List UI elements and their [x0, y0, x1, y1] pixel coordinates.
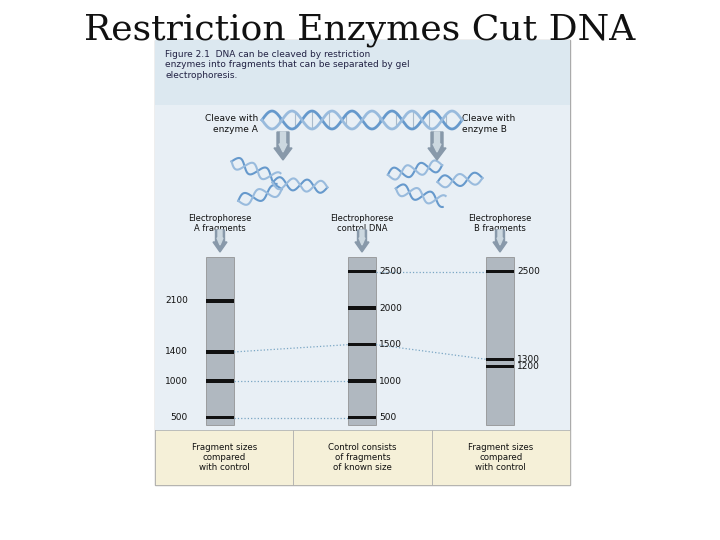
Bar [206, 299, 234, 302]
Bar [206, 380, 234, 383]
Text: Restriction Enzymes Cut DNA: Restriction Enzymes Cut DNA [84, 13, 636, 47]
Bar [206, 257, 234, 425]
Text: 1500: 1500 [379, 340, 402, 349]
FancyArrow shape [493, 230, 507, 252]
FancyArrow shape [428, 132, 446, 160]
Bar [348, 380, 376, 383]
FancyArrow shape [274, 132, 292, 160]
Bar [348, 270, 376, 273]
FancyArrow shape [497, 230, 503, 245]
Text: 1400: 1400 [165, 347, 188, 356]
FancyArrow shape [359, 230, 365, 245]
Bar [155, 105, 570, 430]
Bar [486, 257, 514, 425]
Text: 1000: 1000 [165, 377, 188, 386]
Bar [155, 40, 570, 105]
Text: Electrophorese
control DNA: Electrophorese control DNA [330, 214, 394, 233]
Bar [155, 430, 293, 485]
Text: 2500: 2500 [379, 267, 402, 276]
Bar [348, 343, 376, 346]
Text: Fragment sizes
compared
with control: Fragment sizes compared with control [192, 443, 257, 472]
Bar [155, 40, 570, 485]
Bar [348, 306, 376, 310]
FancyArrow shape [355, 230, 369, 252]
FancyArrow shape [213, 230, 227, 252]
Bar [486, 357, 514, 361]
FancyArrow shape [279, 132, 287, 152]
Bar [206, 350, 234, 354]
FancyArrow shape [217, 230, 223, 245]
Text: 2500: 2500 [517, 267, 540, 276]
Text: 2100: 2100 [165, 296, 188, 305]
Text: Electrophorese
A fragments: Electrophorese A fragments [189, 214, 252, 233]
Text: 2000: 2000 [379, 303, 402, 313]
Text: 500: 500 [171, 413, 188, 422]
Bar [486, 270, 514, 273]
Bar [348, 257, 376, 425]
Bar [486, 365, 514, 368]
Text: Cleave with
enzyme A: Cleave with enzyme A [204, 114, 258, 134]
Text: 1000: 1000 [379, 377, 402, 386]
Text: Figure 2.1  DNA can be cleaved by restriction
enzymes into fragments that can be: Figure 2.1 DNA can be cleaved by restric… [165, 50, 410, 80]
Bar [206, 416, 234, 420]
Text: 500: 500 [379, 413, 396, 422]
Bar [432, 430, 570, 485]
FancyArrow shape [433, 132, 441, 152]
Text: Control consists
of fragments
of known size: Control consists of fragments of known s… [328, 443, 397, 472]
Text: 1200: 1200 [517, 362, 540, 371]
Text: Cleave with
enzyme B: Cleave with enzyme B [462, 114, 516, 134]
Text: 1300: 1300 [517, 355, 540, 364]
Bar [293, 430, 432, 485]
Text: Fragment sizes
compared
with control: Fragment sizes compared with control [468, 443, 534, 472]
Bar [348, 416, 376, 420]
Text: Electrophorese
B fragments: Electrophorese B fragments [468, 214, 531, 233]
